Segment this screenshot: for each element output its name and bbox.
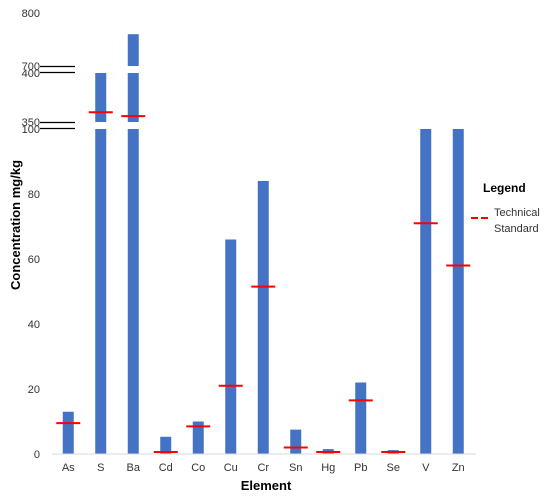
axis-break-gap bbox=[40, 66, 480, 73]
x-tick-label: Cu bbox=[224, 462, 238, 474]
x-axis-ticks: As S Ba Cd Co Cu Cr Sn Hg Pb Se V Zn bbox=[62, 462, 465, 474]
y-tick-label: 700 bbox=[22, 61, 40, 73]
legend-title: Legend bbox=[483, 181, 526, 195]
y-tick-label: 350 bbox=[22, 117, 40, 129]
x-axis-title: Element bbox=[241, 478, 292, 493]
bar-sn bbox=[290, 429, 302, 454]
technical-standard-markers bbox=[56, 111, 471, 454]
bar-s bbox=[95, 73, 107, 454]
y-tick-label: 100 bbox=[22, 124, 40, 136]
y-tick-label: 40 bbox=[28, 319, 40, 331]
bar-cd bbox=[160, 436, 172, 454]
x-tick-label: Sn bbox=[289, 462, 302, 474]
legend-label-line-2: Standard bbox=[494, 223, 539, 235]
x-tick-label: Cr bbox=[257, 462, 269, 474]
bar-zn bbox=[452, 129, 464, 454]
x-tick-label: Zn bbox=[452, 462, 465, 474]
x-tick-label: Ba bbox=[127, 462, 141, 474]
axis-break-gaps bbox=[40, 65, 480, 130]
y-tick-label: 800 bbox=[22, 8, 40, 20]
axis-break-gap bbox=[40, 122, 480, 129]
x-tick-label: Co bbox=[191, 462, 205, 474]
y-axis-title: Concentration mg/kg bbox=[8, 160, 23, 290]
y-tick-label: 20 bbox=[28, 384, 40, 396]
x-tick-label: As bbox=[62, 462, 75, 474]
x-tick-label: Hg bbox=[321, 462, 335, 474]
legend: Legend Technical Standard bbox=[471, 181, 540, 235]
bar-as bbox=[62, 411, 74, 454]
bar-pb bbox=[355, 382, 367, 454]
y-tick-label: 0 bbox=[34, 449, 40, 461]
y-tick-label: 80 bbox=[28, 189, 40, 201]
bar-cr bbox=[257, 181, 269, 454]
bar-co bbox=[192, 421, 204, 454]
x-tick-label: Pb bbox=[354, 462, 367, 474]
y-tick-label: 60 bbox=[28, 254, 40, 266]
x-tick-label: V bbox=[422, 462, 430, 474]
bar-v bbox=[420, 129, 432, 454]
bar-cu bbox=[225, 239, 237, 454]
legend-label-line-1: Technical bbox=[494, 207, 540, 219]
bar-ba bbox=[127, 34, 139, 454]
y-tick-label: 400 bbox=[22, 68, 40, 80]
x-tick-label: Cd bbox=[159, 462, 173, 474]
x-tick-label: S bbox=[97, 462, 104, 474]
x-tick-label: Se bbox=[387, 462, 400, 474]
bar-series bbox=[62, 34, 464, 454]
